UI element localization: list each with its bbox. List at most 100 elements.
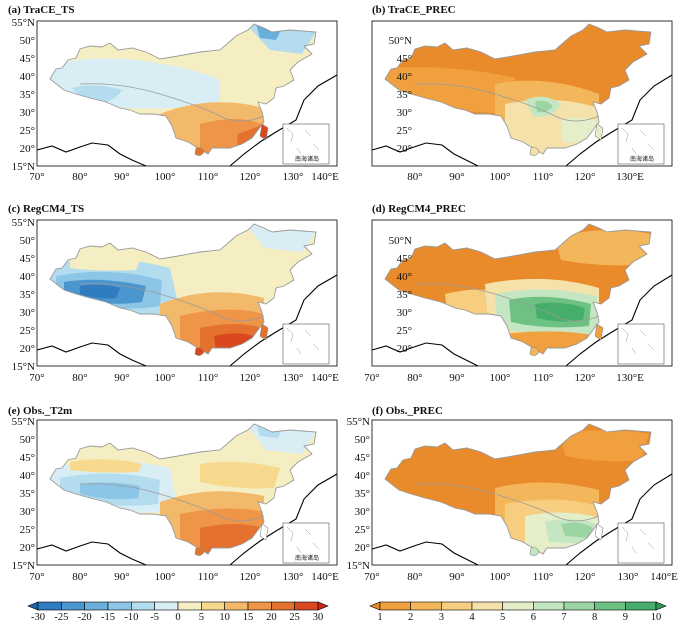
- panel-e-ytick-30: 30°: [20, 506, 35, 518]
- panel-a-inset: 南海诸岛: [282, 123, 330, 165]
- temperature-colorbar-bin: [201, 601, 225, 611]
- panel-c-xtick-90: 90°: [114, 372, 129, 384]
- temperature-colorbar-bin: [84, 601, 109, 611]
- panel-f-ytick-45: 45°: [355, 452, 370, 464]
- panel-b-xtick-110: 110°: [533, 171, 554, 183]
- panel-e-ytick-25: 25°: [20, 524, 35, 536]
- panel-d-ytick-25: 25°: [397, 325, 412, 337]
- temperature-colorbar-tick: 30: [313, 612, 324, 623]
- panel-f-xtick-70: 70°: [364, 571, 379, 583]
- panel-e-ytick-20: 20°: [20, 542, 35, 554]
- panel-d-title: (d) RegCM4_PREC: [372, 203, 466, 215]
- panel-b-ytick-30: 30°: [397, 107, 412, 119]
- panel-f-title: (f) Obs._PREC: [372, 405, 443, 417]
- panel-a-ytick-20: 20°: [20, 143, 35, 155]
- panel-e-hainan: [194, 547, 205, 556]
- panel-d-ytick-20: 20°: [397, 343, 412, 355]
- precipitation-colorbar-bin: [594, 601, 626, 611]
- panel-b-xtick-120: 120°: [575, 171, 596, 183]
- panel-a-xtick-80: 80°: [72, 171, 87, 183]
- panel-f: (f) Obs._PREC 70° 80° 90°: [347, 405, 678, 583]
- panel-e-taiwan: [259, 523, 269, 541]
- temperature-colorbar-tick: 20: [266, 612, 277, 623]
- panel-a-xtick-120: 120°: [240, 171, 261, 183]
- temperature-colorbar-bin: [154, 601, 179, 611]
- panel-f-ytick-35: 35°: [355, 488, 370, 500]
- panel-a-xtick-140: 140°E: [311, 171, 339, 183]
- panel-e-north-warm: [200, 461, 280, 489]
- panel-c-ytick-45: 45°: [20, 253, 35, 265]
- temperature-colorbar-bin: [294, 601, 319, 611]
- panel-a-ytick-40: 40°: [20, 71, 35, 83]
- panel-d-inset: [617, 323, 665, 365]
- temperature-colorbar-bin: [37, 601, 62, 611]
- precipitation-colorbar-bin: [563, 601, 595, 611]
- panel-f-hainan: [529, 547, 540, 556]
- panel-d: (d) RegCM4_PREC 70° 80°: [364, 203, 673, 384]
- panel-e: (e) Obs._T2m 南: [8, 405, 339, 583]
- panel-f-ytick-25: 25°: [355, 524, 370, 536]
- panel-b-y-ticks: 20° 25° 30° 35° 40° 45° 50°N: [389, 35, 412, 155]
- temperature-colorbar-tick: -15: [101, 612, 115, 623]
- temperature-colorbar-tick: -10: [124, 612, 138, 623]
- panel-b-ytick-35: 35°: [397, 89, 412, 101]
- temperature-colorbar-tick: 25: [289, 612, 300, 623]
- panel-d-y-ticks: 20° 25° 30° 35° 40° 45° 50°N: [389, 235, 412, 355]
- precipitation-colorbar-tick: 4: [469, 612, 475, 623]
- panel-b-xtick-80: 80°: [407, 171, 422, 183]
- panel-c-hainan: [194, 347, 205, 356]
- panel-c-ytick-25: 25°: [20, 325, 35, 337]
- panel-c-xtick-140: 140°E: [311, 372, 339, 384]
- panel-d-xtick-120: 120°: [575, 372, 596, 384]
- precipitation-colorbar-high-end: [655, 601, 667, 611]
- temperature-colorbar-bin: [131, 601, 155, 611]
- panel-b-taiwan: [594, 123, 604, 141]
- temperature-colorbar-tick: 0: [175, 612, 180, 623]
- temperature-colorbar-bin: [107, 601, 132, 611]
- precipitation-colorbar-tick: 8: [592, 612, 597, 623]
- panel-d-east-wettest: [535, 302, 585, 322]
- temperature-colorbar-low-end: [27, 601, 39, 611]
- panel-d-xtick-100: 100°: [490, 372, 511, 384]
- panel-c-ytick-15: 15°N: [12, 361, 35, 373]
- panel-f-ytick-30: 30°: [355, 506, 370, 518]
- panel-f-xtick-90: 90°: [449, 571, 464, 583]
- panel-f-xtick-120: 120°: [575, 571, 596, 583]
- panel-c: (c) RegCM4_TS: [8, 203, 339, 384]
- panel-a-xtick-100: 100°: [155, 171, 176, 183]
- panel-a-ytick-55: 55°N: [12, 17, 35, 29]
- panel-b-ytick-20: 20°: [397, 143, 412, 155]
- panel-d-hainan: [529, 347, 540, 356]
- panel-b-x-ticks: 80° 90° 100° 110° 120° 130°E: [407, 171, 644, 183]
- temperature-colorbar-tick: -25: [54, 612, 68, 623]
- temperature-colorbar: -30 -25 -20 -15 -10 -5 0 5 10 15 20 25 30: [27, 601, 329, 623]
- panel-f-xtick-140: 140°E: [650, 571, 678, 583]
- panel-d-ytick-45: 45°: [397, 253, 412, 265]
- panel-a-hainan: [194, 147, 205, 156]
- panel-e-ytick-15: 15°N: [12, 560, 35, 572]
- precipitation-colorbar-tick: 5: [500, 612, 505, 623]
- panel-e-inset-label: 南海诸岛: [295, 554, 319, 562]
- panel-d-northeast-moist: [555, 229, 651, 266]
- panel-f-ytick-15: 15°N: [347, 560, 370, 572]
- panel-c-xtick-130: 130°: [283, 372, 304, 384]
- panel-e-ytick-55: 55°N: [12, 416, 35, 428]
- panel-c-ytick-30: 30°: [20, 307, 35, 319]
- panel-b-hainan: [529, 147, 540, 156]
- panel-e-tarim: [70, 459, 142, 473]
- precipitation-colorbar-bin: [410, 601, 442, 611]
- panel-b: (b) TraCE_PREC 南海诸岛 80° 90°: [371, 4, 673, 183]
- panel-f-taiwan: [594, 523, 604, 541]
- panel-d-ytick-50: 50°N: [389, 235, 412, 247]
- temperature-colorbar-tick: -30: [31, 612, 45, 623]
- panel-a-ytick-25: 25°: [20, 125, 35, 137]
- panel-a-ytick-45: 45°: [20, 53, 35, 65]
- panel-d-xtick-80: 80°: [407, 372, 422, 384]
- panel-c-xtick-80: 80°: [72, 372, 87, 384]
- panel-c-y-ticks: 15°N 20° 25° 30° 35° 40° 45° 50° 55°N: [12, 217, 35, 373]
- panel-f-ytick-50: 50°: [355, 434, 370, 446]
- temperature-colorbar-bin: [177, 601, 202, 611]
- panel-e-ytick-50: 50°: [20, 434, 35, 446]
- panel-f-ytick-20: 20°: [355, 542, 370, 554]
- panel-a: (a) TraCE_TS 南海诸岛 70°: [8, 4, 339, 183]
